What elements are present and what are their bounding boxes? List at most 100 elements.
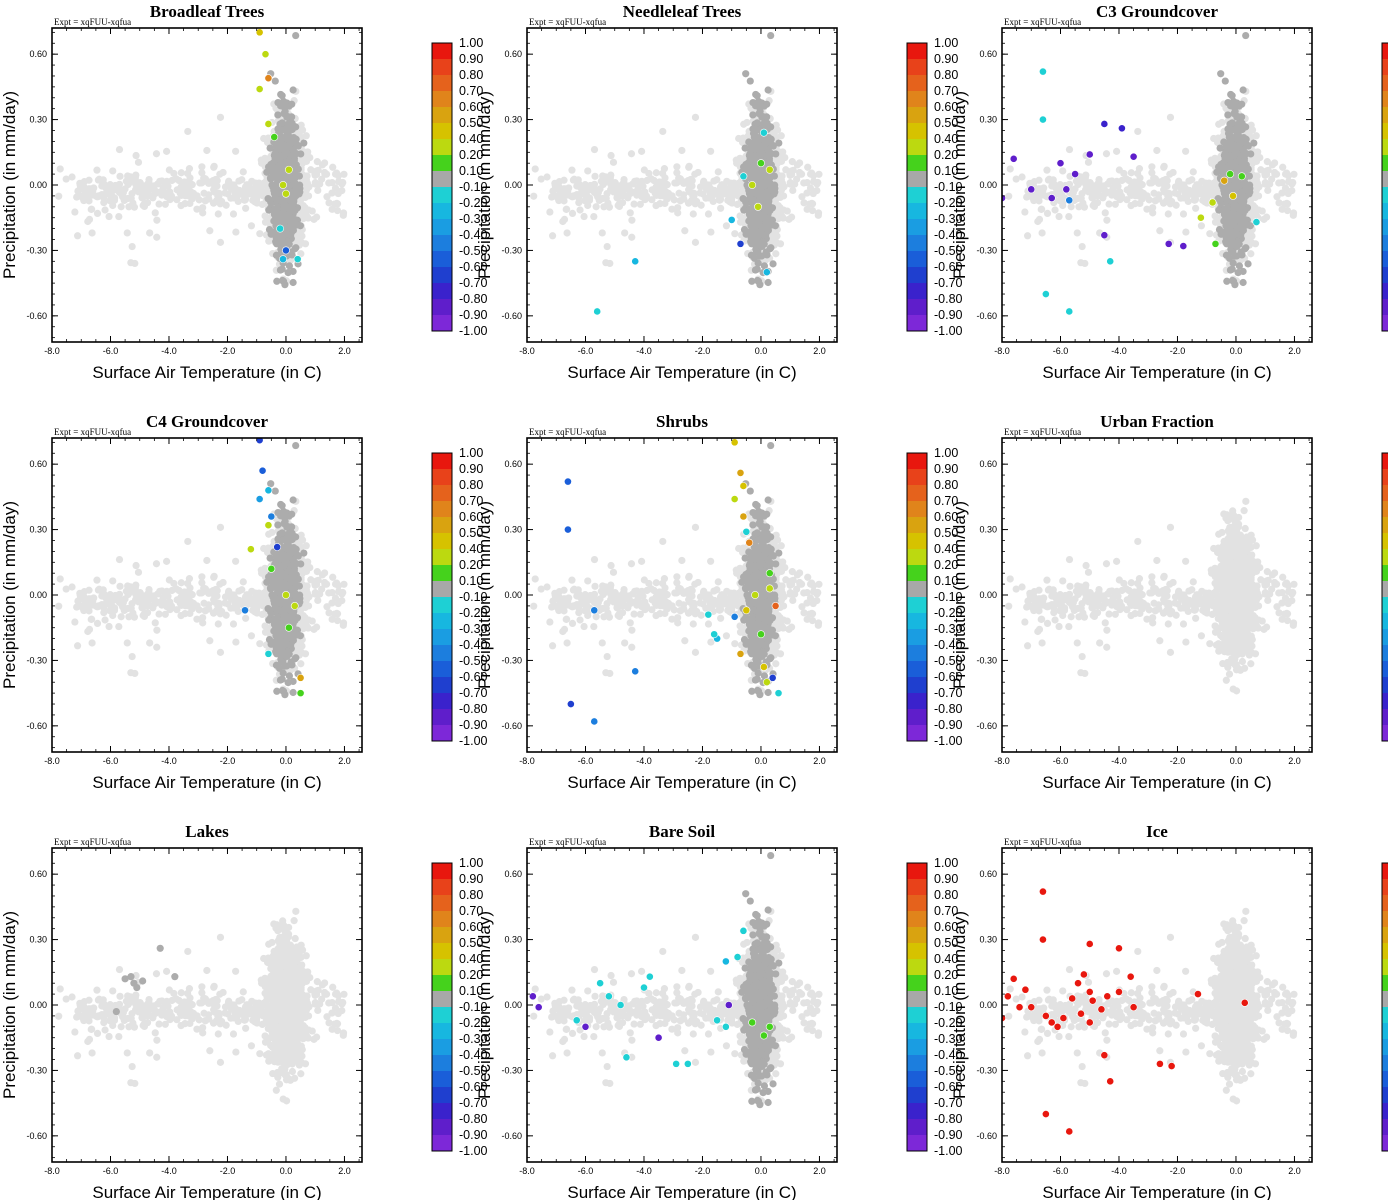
background-point [779,192,788,200]
fraction-point [289,122,297,130]
y-tick-label: -0.30 [26,245,47,255]
background-point [555,196,563,205]
background-point [328,205,336,213]
background-point [609,158,618,166]
data-point [279,181,287,189]
background-point [216,238,225,246]
background-point [331,170,340,178]
background-point [304,192,313,200]
background-point [575,198,583,207]
background-point [55,192,63,200]
background-point [715,196,724,204]
background-point [132,186,140,194]
background-point [733,159,741,167]
background-point [607,151,615,160]
background-point [313,158,321,166]
background-point [221,189,229,197]
background-point [142,190,150,198]
x-tick-label: 2.0 [338,346,351,356]
background-point [177,169,185,177]
background-point [570,175,578,183]
background-point [325,199,333,207]
background-point [153,216,161,224]
background-point [777,132,785,140]
background-point [182,179,190,187]
colorbar-label: 0.60 [459,100,483,114]
colorbar-label: 1.00 [459,36,483,50]
background-point [673,163,681,171]
background-point [312,213,321,221]
background-point [694,168,702,177]
data-point [255,85,264,93]
background-point [210,162,218,170]
colorbar-label: 0.80 [459,68,483,82]
background-point [193,205,201,213]
background-point [789,166,797,174]
background-point [617,190,625,198]
background-point [772,250,780,258]
background-point [105,212,113,221]
background-point [339,209,348,217]
panel-title: Needleleaf Trees [623,2,742,21]
background-point [722,222,731,230]
background-point [198,163,206,171]
background-point [199,209,207,217]
background-point [123,229,131,237]
colorbar-segment [432,299,452,315]
data-point [264,74,273,83]
background-point [626,209,634,217]
background-point [256,230,264,238]
background-point [182,189,190,197]
background-point [320,159,329,167]
background-point [126,178,134,187]
fraction-point [283,113,291,121]
background-point [643,176,651,185]
background-point [177,183,185,192]
fraction-point [284,135,293,143]
background-point [592,203,600,211]
data-point [293,255,302,264]
background-point [115,212,123,221]
fraction-point [278,265,286,273]
colorbar-label: 0.40 [459,132,483,146]
background-point [88,205,96,213]
background-point [232,147,240,155]
fraction-point [285,240,293,248]
colorbar-label: 0.20 [459,148,483,162]
background-point [134,158,143,166]
background-point [573,190,581,199]
background-point [803,178,811,187]
panel-title: Broadleaf Trees [150,2,265,21]
background-point [323,193,331,201]
background-point [158,186,166,195]
fraction-point [292,31,300,40]
fraction-point [289,146,297,154]
data-point [282,246,290,255]
background-point [684,199,693,207]
background-point [68,173,76,181]
background-point [314,166,322,174]
background-point [581,197,589,205]
colorbar-segment [432,251,452,267]
y-tick-label: 0.00 [29,180,47,190]
experiment-label: Expt = xqFUU-xqfua [54,17,131,27]
background-point [331,184,340,192]
background-point [641,195,649,204]
background-point [603,242,611,251]
background-point [803,205,811,213]
background-point [685,186,693,194]
background-point [73,232,82,240]
background-point [548,232,557,240]
background-point [685,162,693,170]
data-point [284,165,293,174]
background-point [590,145,599,154]
background-point [124,172,132,180]
background-point [780,206,788,214]
colorbar-label: 0.10 [459,164,483,178]
background-point [628,233,636,241]
background-point [240,196,249,204]
background-point [198,169,206,177]
background-point [85,176,93,184]
background-point [714,168,722,176]
